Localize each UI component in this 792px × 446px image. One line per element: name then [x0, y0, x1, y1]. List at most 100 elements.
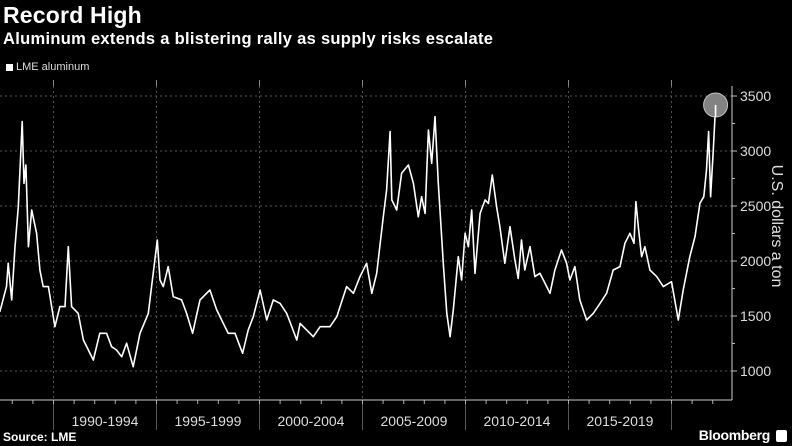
data-point	[389, 131, 391, 133]
data-point	[539, 272, 541, 274]
data-point	[185, 312, 188, 314]
data-point	[612, 269, 614, 271]
legend-swatch	[6, 63, 13, 71]
data-point	[216, 309, 218, 311]
data-point	[0, 311, 1, 313]
data-point	[25, 164, 27, 166]
data-point	[115, 349, 118, 351]
data-point	[703, 196, 705, 198]
legend: LME aluminum	[6, 61, 89, 73]
data-point	[707, 131, 710, 133]
x-tick-label: 2015-2019	[587, 413, 654, 429]
data-point	[92, 359, 94, 361]
data-point	[484, 199, 486, 201]
data-point	[529, 246, 531, 248]
data-point	[624, 242, 626, 244]
data-point	[586, 319, 588, 321]
x-tick-label: 1995-1999	[175, 413, 242, 429]
data-point	[209, 289, 211, 291]
data-point	[670, 281, 673, 283]
data-point	[172, 296, 174, 298]
data-point	[242, 352, 244, 354]
data-point	[312, 336, 314, 338]
chart-title: Record High	[3, 2, 142, 28]
data-point	[464, 232, 466, 234]
data-point	[336, 316, 338, 318]
data-point	[677, 319, 679, 321]
x-tick-label: 1990-1994	[72, 413, 139, 429]
data-point	[524, 269, 526, 271]
data-point	[27, 246, 29, 248]
data-point	[689, 256, 691, 258]
data-point	[499, 226, 501, 228]
data-point	[705, 169, 708, 171]
data-point	[17, 206, 19, 208]
data-point	[427, 129, 430, 131]
data-point	[159, 279, 161, 281]
data-point	[633, 242, 635, 244]
data-point	[382, 216, 384, 218]
series-line-lme-aluminum	[0, 104, 717, 368]
data-point	[554, 269, 556, 271]
data-point	[401, 172, 403, 174]
data-point	[434, 116, 436, 118]
x-tick-label: 2010-2014	[484, 413, 551, 429]
data-point	[407, 164, 410, 166]
data-point	[252, 316, 254, 318]
data-point	[21, 121, 23, 123]
data-point	[662, 286, 664, 288]
data-point	[520, 239, 523, 241]
data-point	[376, 272, 378, 274]
data-point	[517, 277, 519, 279]
data-point	[491, 174, 493, 176]
data-point	[641, 256, 643, 258]
data-point	[421, 196, 423, 198]
data-point	[162, 286, 164, 288]
bloomberg-terminal-icon	[776, 430, 787, 442]
data-point	[106, 332, 108, 334]
data-point	[386, 189, 388, 191]
data-point	[329, 326, 331, 328]
x-tick-label: 2005-2009	[381, 413, 448, 429]
data-point	[549, 292, 551, 294]
data-point	[504, 262, 506, 264]
data-point	[272, 299, 274, 301]
data-point	[266, 319, 268, 321]
data-point	[82, 339, 84, 341]
data-point	[431, 162, 433, 164]
data-point	[366, 262, 368, 264]
data-point	[479, 212, 481, 214]
data-point	[471, 209, 473, 211]
data-point	[167, 266, 169, 268]
data-point	[656, 276, 658, 278]
data-point	[629, 232, 631, 234]
data-point	[699, 202, 701, 204]
data-point	[442, 266, 445, 268]
source-note: Source: LME	[3, 430, 77, 444]
data-point	[14, 246, 16, 248]
data-point	[637, 226, 639, 228]
data-point	[649, 269, 651, 271]
data-point	[371, 292, 373, 294]
data-point	[457, 256, 459, 258]
data-point	[452, 309, 454, 311]
data-point	[259, 289, 261, 291]
data-point	[560, 249, 563, 251]
data-point	[544, 282, 546, 284]
data-point	[121, 356, 123, 358]
legend-label: LME aluminum	[16, 61, 90, 73]
y-tick-label: 1500	[740, 308, 771, 324]
data-point	[460, 279, 463, 281]
data-point	[47, 286, 49, 288]
y-tick-label: 3500	[740, 88, 771, 104]
data-point	[227, 332, 229, 334]
data-point	[319, 326, 321, 328]
data-point	[31, 209, 33, 211]
y-tick-label: 2500	[740, 198, 771, 214]
x-tick-label: 2000-2004	[278, 413, 345, 429]
data-point	[39, 269, 41, 271]
data-point	[534, 276, 536, 278]
data-point	[191, 332, 194, 334]
data-point	[635, 201, 637, 203]
